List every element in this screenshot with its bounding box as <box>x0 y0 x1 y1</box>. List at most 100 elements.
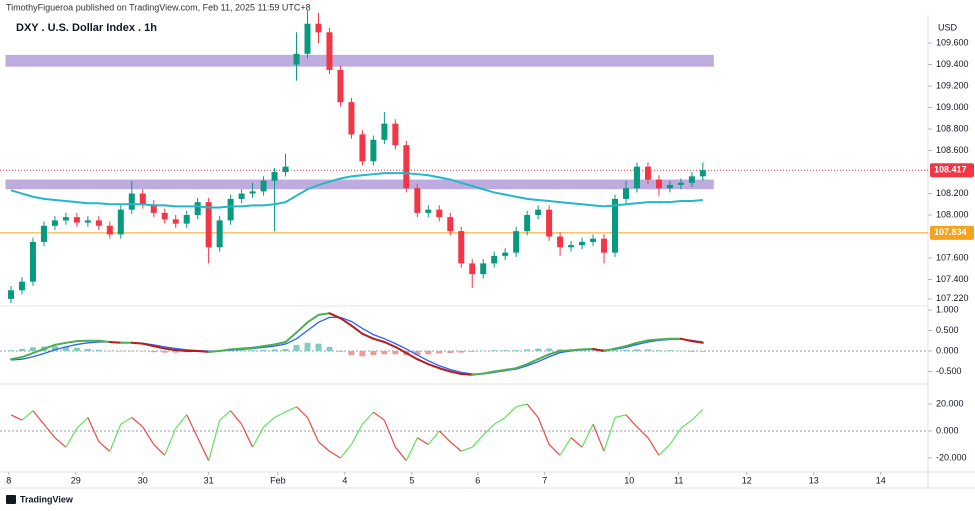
oscillator-segment <box>197 437 210 461</box>
zone <box>5 179 714 190</box>
x-tick-label: 7 <box>542 475 547 485</box>
histogram-bar <box>249 350 256 352</box>
oscillator-segment <box>131 417 144 428</box>
oscillator-segment <box>252 426 265 448</box>
histogram-bar <box>370 351 377 356</box>
candle-body <box>392 123 399 146</box>
macd-segment <box>394 345 408 355</box>
y-tick-label: 0.000 <box>936 345 959 355</box>
macd-segment <box>97 339 111 343</box>
candle-body <box>579 241 586 246</box>
macd-segment <box>416 358 430 366</box>
publisher: TimothyFigueroa published on TradingView… <box>6 2 311 12</box>
y-tick-label: 108.600 <box>936 145 969 155</box>
candle-body <box>183 215 190 224</box>
candle-body <box>590 238 597 242</box>
y-tick-label: 0.000 <box>936 425 959 435</box>
price-tag-label: 107.834 <box>934 227 967 237</box>
histogram-bar <box>491 350 498 352</box>
macd-segment <box>339 317 353 327</box>
oscillator-segment <box>669 427 682 445</box>
oscillator-segment <box>153 444 166 456</box>
candle-body <box>271 172 278 181</box>
histogram-bar <box>524 349 531 352</box>
oscillator-segment <box>65 427 78 448</box>
histogram-bar <box>29 347 36 352</box>
oscillator-segment <box>76 417 89 429</box>
x-tick-label: Feb <box>270 475 286 485</box>
histogram-bar <box>513 350 520 352</box>
histogram-bar <box>359 351 366 357</box>
macd-segment <box>592 347 606 353</box>
macd-segment <box>328 312 342 320</box>
oscillator-segment <box>603 417 616 452</box>
candle-body <box>458 231 465 264</box>
histogram-bar <box>315 343 322 352</box>
brand-logo <box>6 495 16 504</box>
macd-segment <box>20 352 34 359</box>
histogram-bar <box>436 351 443 354</box>
y-tick-label: 108.200 <box>936 188 969 198</box>
candle-body <box>18 281 25 291</box>
candle-body <box>249 191 256 194</box>
histogram-bar <box>7 350 14 352</box>
macd-segment <box>361 332 375 340</box>
candle-body <box>447 217 454 232</box>
oscillator-segment <box>21 410 34 421</box>
y-tick-label: 109.200 <box>936 80 969 90</box>
y-tick-label: 107.220 <box>936 293 969 303</box>
oscillator-segment <box>537 417 550 445</box>
oscillator-segment <box>691 408 704 421</box>
macd-segment <box>9 356 23 361</box>
macd-segment <box>548 350 562 356</box>
macd-segment <box>218 348 232 353</box>
oscillator-segment <box>417 437 429 445</box>
y-tick-label: -20.000 <box>936 452 967 462</box>
macd-segment <box>141 342 155 348</box>
macd-segment <box>646 338 660 342</box>
oscillator-segment <box>208 420 221 461</box>
oscillator-segment <box>186 414 199 438</box>
oscillator-segment <box>570 437 583 448</box>
histogram-bar <box>84 348 91 352</box>
macd-segment <box>657 337 671 341</box>
oscillator-segment <box>438 430 451 443</box>
macd-segment <box>31 347 45 355</box>
macd-segment <box>317 312 331 316</box>
histogram-bar <box>590 350 597 352</box>
histogram-bar <box>348 351 355 356</box>
oscillator-segment <box>581 423 594 448</box>
histogram-bar <box>677 350 684 352</box>
candle-body <box>315 23 322 33</box>
macd-segment <box>383 340 397 348</box>
oscillator-segment <box>43 423 56 439</box>
candle-body <box>699 170 706 177</box>
macd-segment <box>163 347 177 352</box>
oscillator-segment <box>427 430 440 445</box>
oscillator-segment <box>318 441 330 452</box>
oscillator-segment <box>350 423 363 445</box>
y-tick-label: -0.500 <box>936 366 962 376</box>
histogram-bar <box>139 351 146 352</box>
macd-segment <box>284 331 298 343</box>
oscillator-segment <box>647 437 660 456</box>
oscillator-segment <box>449 441 462 452</box>
oscillator-segment <box>559 437 572 456</box>
candle-body <box>370 139 377 162</box>
candle-body <box>227 198 234 221</box>
macd-segment <box>64 340 78 344</box>
histogram-bar <box>73 347 80 352</box>
histogram-bar <box>688 351 695 352</box>
macd-segment <box>372 337 386 343</box>
oscillator-segment <box>548 444 561 456</box>
x-tick-label: 29 <box>71 475 81 485</box>
candle-body <box>666 184 673 189</box>
y-tick-label: 0.500 <box>936 325 959 335</box>
histogram-bar <box>458 351 465 353</box>
oscillator-segment <box>614 414 627 419</box>
histogram-bar <box>414 351 421 356</box>
candle-body <box>205 202 212 248</box>
candle-body <box>546 209 553 237</box>
macd-segment <box>603 347 617 353</box>
candle-body <box>29 241 36 282</box>
